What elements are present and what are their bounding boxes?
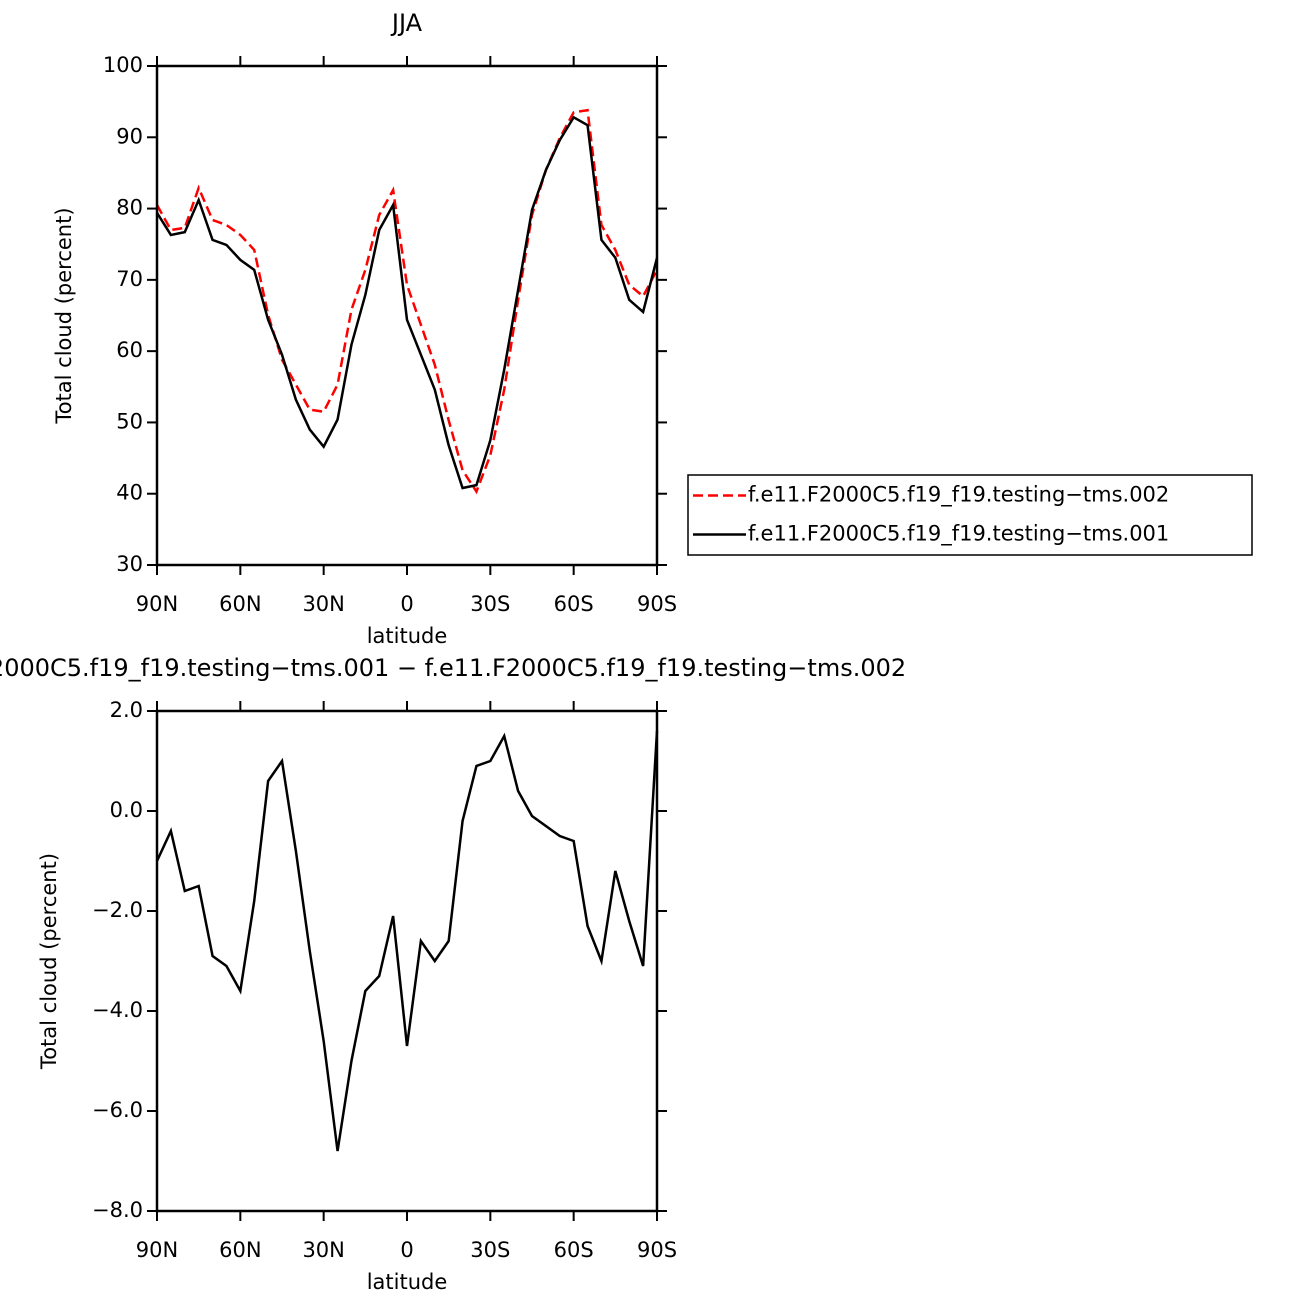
x-tick-label: 60S [554, 1238, 594, 1262]
x-tick-label: 30S [470, 592, 510, 616]
y-tick-label: 80 [116, 196, 143, 220]
x-tick-label: 60N [219, 1238, 261, 1262]
plot-frame [155, 709, 659, 1213]
y-tick-label: 50 [116, 409, 143, 433]
x-tick-label: 30S [470, 1238, 510, 1262]
x-axis-title: latitude [367, 624, 448, 648]
x-tick-label: 30N [302, 1238, 344, 1262]
legend-box [687, 474, 1253, 556]
chart-title: JJA [390, 9, 423, 37]
x-tick-label: 30N [302, 592, 344, 616]
y-tick-label: −6.0 [92, 1098, 143, 1122]
data-line [155, 730, 659, 1152]
x-tick-label: 90N [136, 1238, 178, 1262]
y-tick-label: −2.0 [92, 898, 143, 922]
x-tick-label: 90S [637, 1238, 677, 1262]
data-line [155, 115, 659, 490]
y-tick-label: 30 [116, 552, 143, 576]
x-tick-label: 60N [219, 592, 261, 616]
y-tick-label: −8.0 [92, 1198, 143, 1222]
chart-title: f.e11.F2000C5.f19_f19.testing−tms.001 − … [0, 654, 906, 682]
y-tick-label: 60 [116, 338, 143, 362]
x-tick-label: 0 [400, 592, 413, 616]
y-tick-label: 2.0 [110, 698, 143, 722]
x-tick-label: 90N [136, 592, 178, 616]
y-axis-title: Total cloud (percent) [52, 207, 76, 424]
y-tick-label: −4.0 [92, 998, 143, 1022]
y-tick-label: 0.0 [110, 798, 143, 822]
legend-label: f.e11.F2000C5.f19_f19.testing−tms.002 [748, 483, 1169, 508]
y-axis-title: Total cloud (percent) [37, 853, 61, 1070]
x-axis-title: latitude [367, 1270, 448, 1294]
y-tick-label: 40 [116, 481, 143, 505]
x-tick-label: 0 [400, 1238, 413, 1262]
data-line [155, 108, 659, 495]
x-tick-label: 60S [554, 592, 594, 616]
x-tick-label: 90S [637, 592, 677, 616]
y-tick-label: 70 [116, 267, 143, 291]
legend-label: f.e11.F2000C5.f19_f19.testing−tms.001 [748, 522, 1169, 547]
y-tick-label: 100 [103, 53, 143, 77]
y-tick-label: 90 [116, 124, 143, 148]
plot-frame [155, 64, 659, 567]
